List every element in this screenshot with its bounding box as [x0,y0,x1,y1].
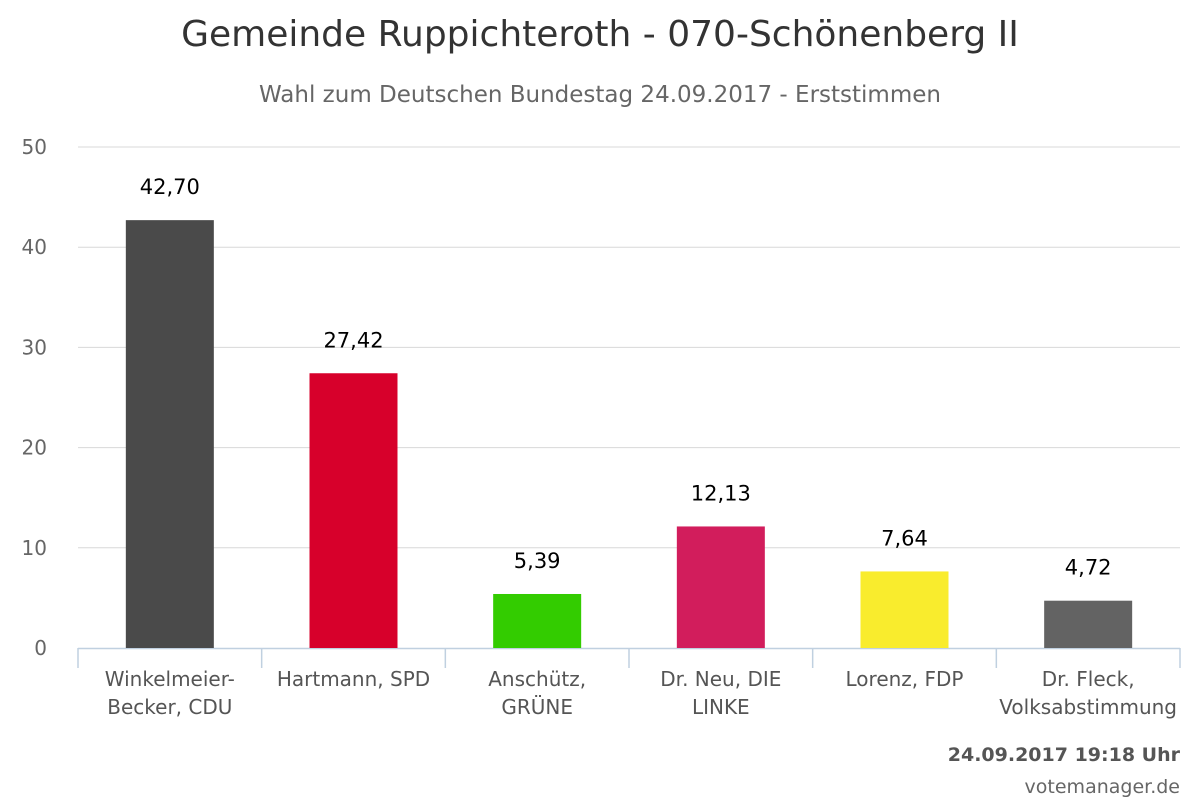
bar-chart: 0 10 20 30 40 50 42,70 Winkelmeier- Becker, CDU 2… [22,135,1181,719]
x-tick-label: Hartmann, SPD [277,667,430,691]
data-label: 7,64 [881,526,928,550]
chart-subtitle: Wahl zum Deutschen Bundestag 24.09.2017 … [259,82,941,108]
timestamp: 24.09.2017 19:18 Uhr [947,744,1180,766]
data-label: 12,13 [691,481,751,505]
x-tick-label: Dr. Neu, DIE [660,667,781,691]
y-tick-label: 0 [34,636,47,660]
y-tick-label: 30 [22,335,47,359]
bar [676,526,765,648]
y-tick-label: 10 [22,536,47,560]
bar [860,571,949,648]
y-tick-label: 50 [22,135,47,159]
data-label: 42,70 [140,175,200,199]
bar [493,593,582,648]
y-tick-label: 40 [22,235,47,259]
data-label: 4,72 [1065,556,1112,580]
x-tick-label: LINKE [692,695,750,719]
x-tick-label: Dr. Fleck, [1042,667,1135,691]
x-tick-label: Anschütz, [488,667,586,691]
bar [1044,600,1133,648]
x-tick-label: Lorenz, FDP [846,667,964,691]
bar [309,373,398,648]
x-tick-label: Volksabstimmung [999,695,1177,719]
credit-link[interactable]: votemanager.de [1024,776,1180,798]
data-label: 27,42 [323,328,383,352]
x-tick-label: Winkelmeier- [105,667,235,691]
chart-title: Gemeinde Ruppichteroth - 070-Schönenberg… [181,14,1019,55]
bar [125,220,214,648]
data-label: 5,39 [514,549,561,573]
x-tick-label: GRÜNE [501,695,573,719]
y-tick-label: 20 [22,436,47,460]
x-tick-label: Becker, CDU [107,695,232,719]
